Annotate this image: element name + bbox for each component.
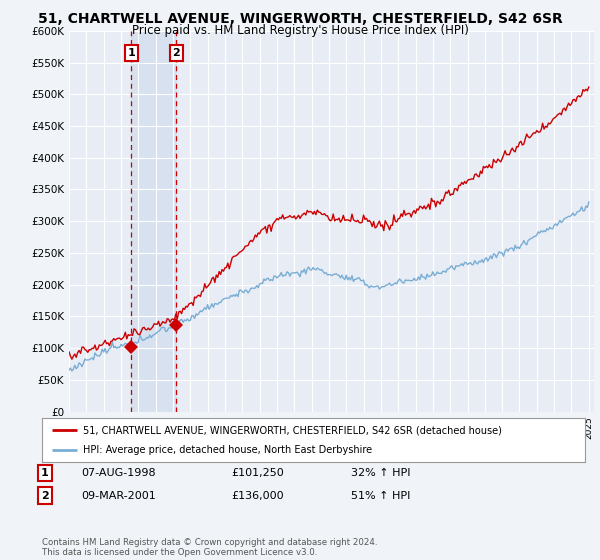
- Bar: [131, 31, 176, 412]
- Text: Contains HM Land Registry data © Crown copyright and database right 2024.
This d: Contains HM Land Registry data © Crown c…: [42, 538, 377, 557]
- Text: 32% ↑ HPI: 32% ↑ HPI: [351, 468, 410, 478]
- Text: 1: 1: [41, 468, 49, 478]
- Text: 1: 1: [127, 48, 135, 58]
- Text: 09-MAR-2001: 09-MAR-2001: [81, 491, 156, 501]
- Text: 2: 2: [41, 491, 49, 501]
- Text: 51, CHARTWELL AVENUE, WINGERWORTH, CHESTERFIELD, S42 6SR (detached house): 51, CHARTWELL AVENUE, WINGERWORTH, CHEST…: [83, 425, 502, 435]
- Text: 2: 2: [172, 48, 180, 58]
- Text: 51, CHARTWELL AVENUE, WINGERWORTH, CHESTERFIELD, S42 6SR: 51, CHARTWELL AVENUE, WINGERWORTH, CHEST…: [38, 12, 562, 26]
- Text: Price paid vs. HM Land Registry's House Price Index (HPI): Price paid vs. HM Land Registry's House …: [131, 24, 469, 36]
- Text: £101,250: £101,250: [231, 468, 284, 478]
- Text: 07-AUG-1998: 07-AUG-1998: [81, 468, 155, 478]
- Text: 51% ↑ HPI: 51% ↑ HPI: [351, 491, 410, 501]
- Text: HPI: Average price, detached house, North East Derbyshire: HPI: Average price, detached house, Nort…: [83, 445, 372, 455]
- Text: £136,000: £136,000: [231, 491, 284, 501]
